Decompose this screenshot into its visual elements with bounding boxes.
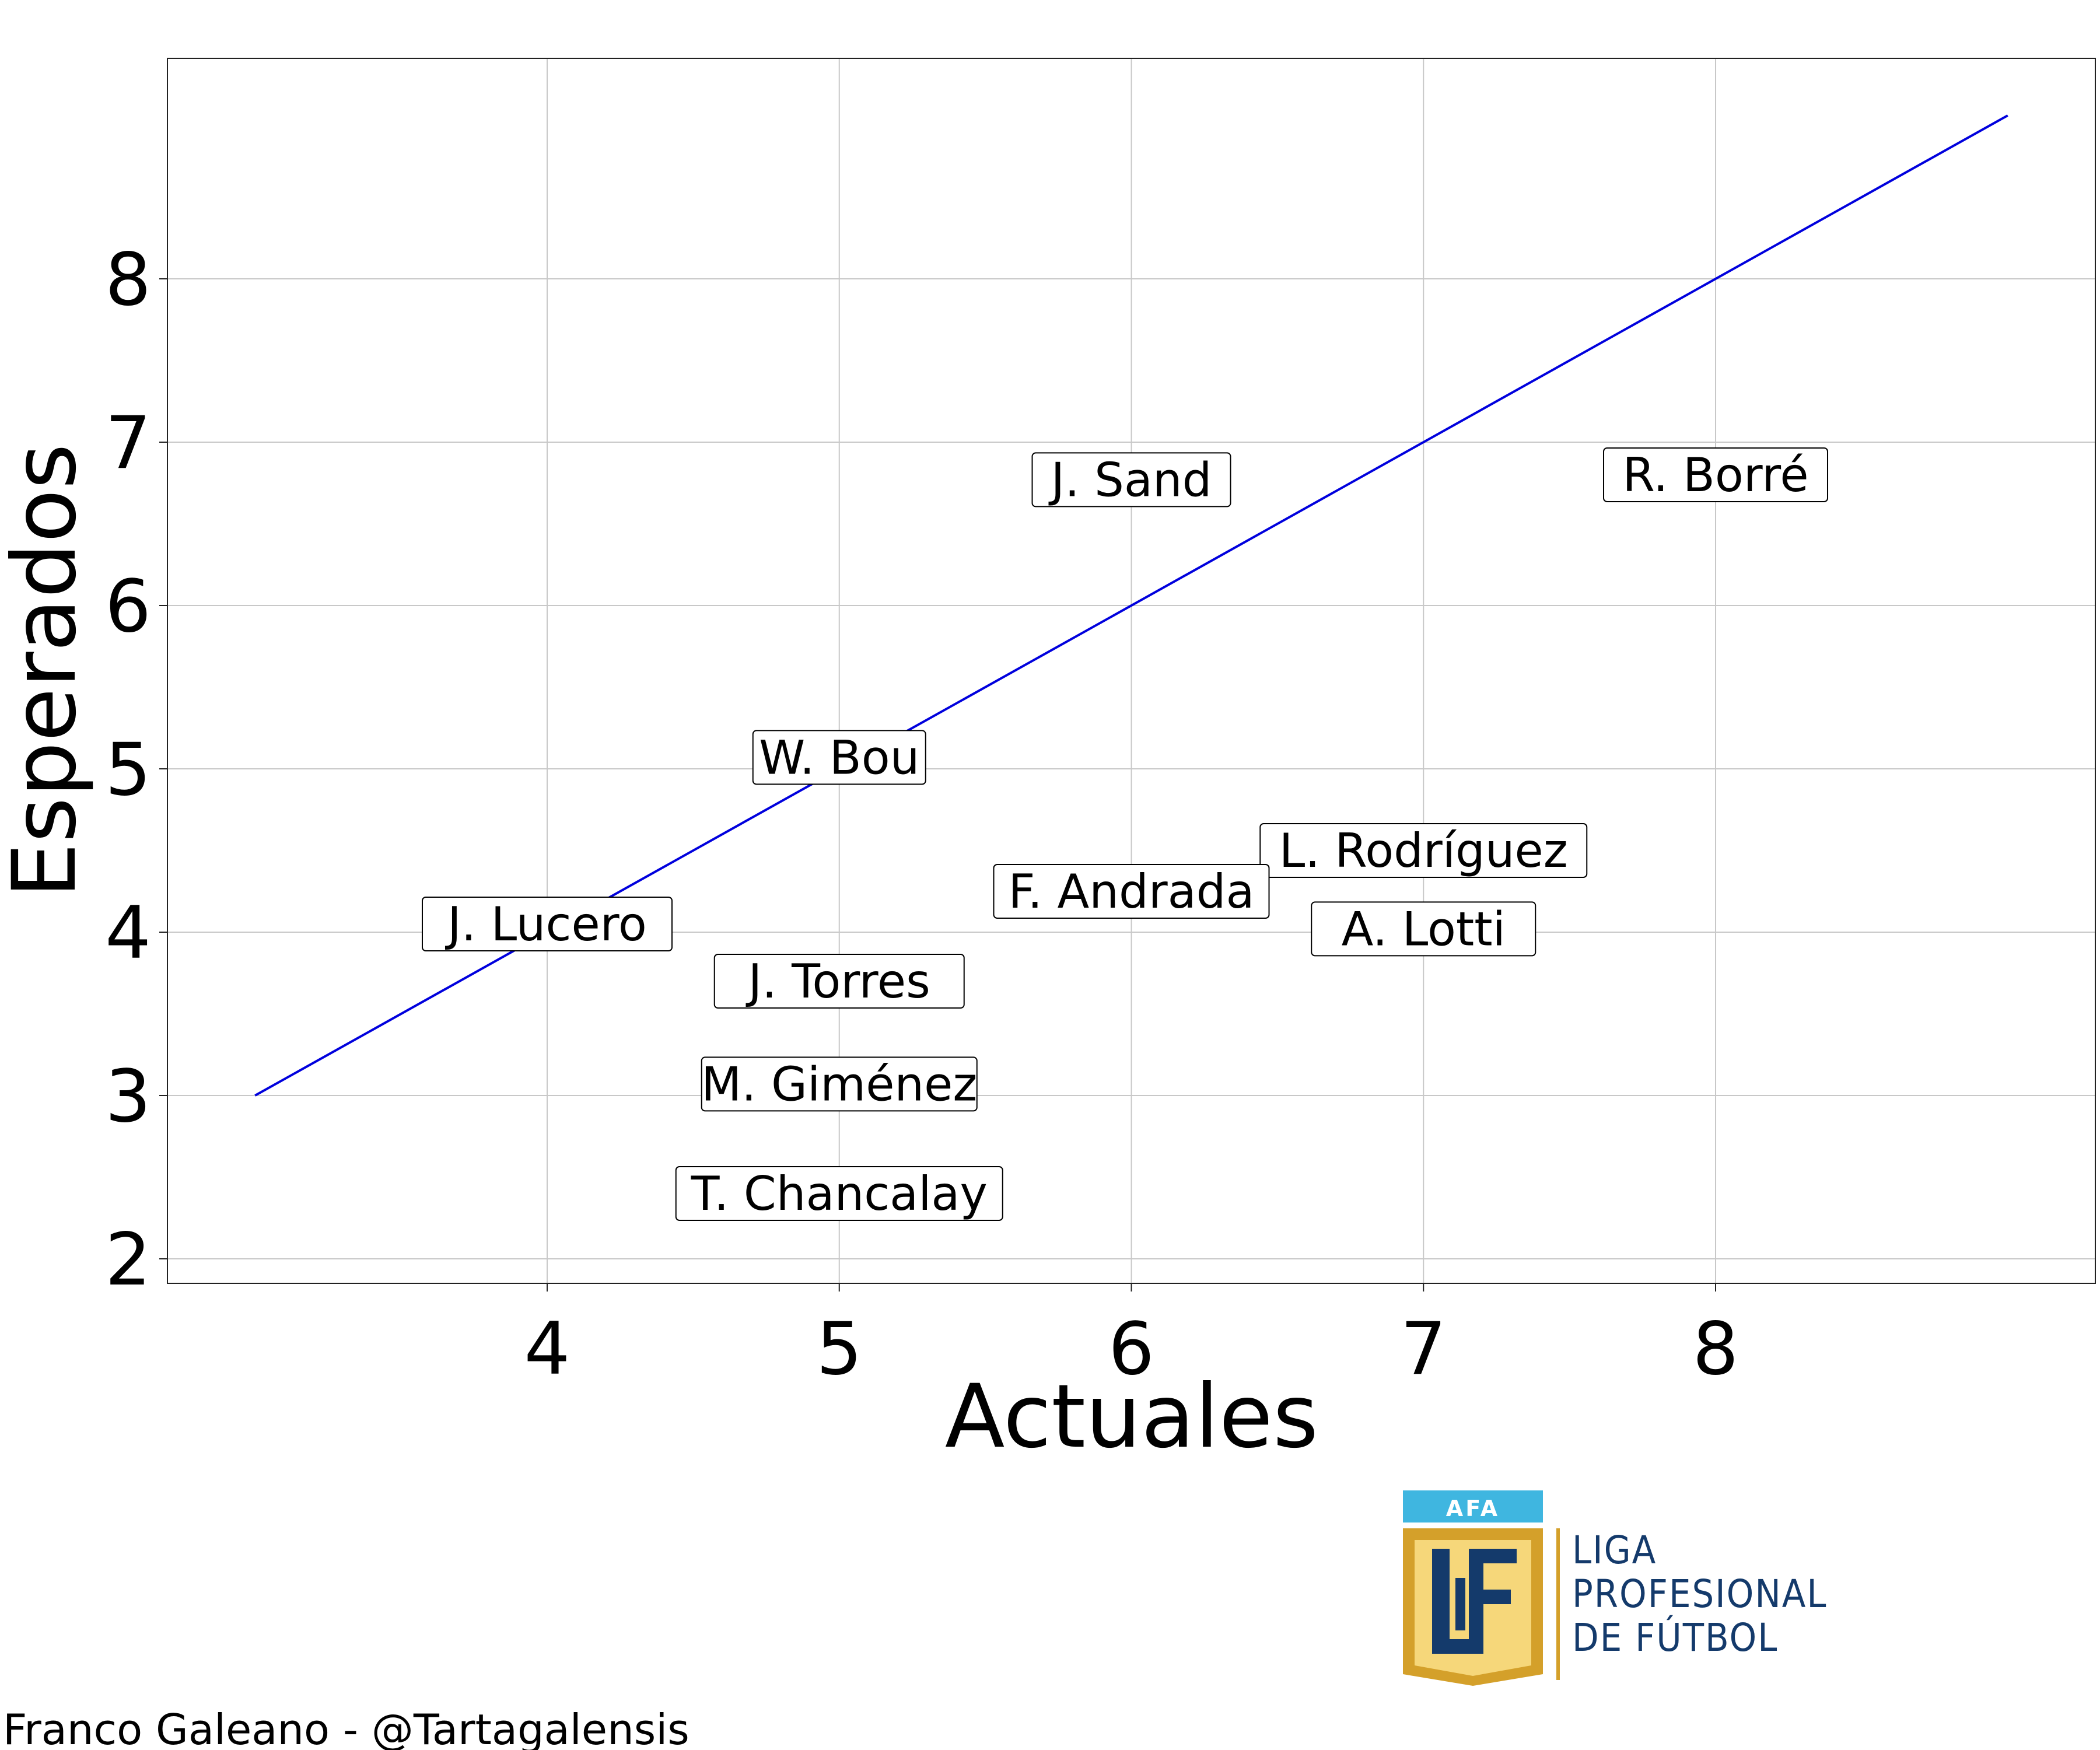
logo-afa-bar	[1403, 1490, 1543, 1522]
point-label-box	[1259, 823, 1588, 878]
credit-text: Franco Galeano - @Tartagalensis	[3, 1705, 690, 1750]
x-axis-title: Actuales	[945, 1366, 1318, 1468]
data-point: T. Chancalay	[675, 1166, 1003, 1221]
point-labels: J. Sand R. Borré W. Bou L. Rodríguez F. Andr…	[421, 447, 1829, 1221]
point-label: R. Borré	[1622, 448, 1808, 502]
logo-line-3: DE FÚTBOL	[1572, 1615, 1778, 1660]
x-tick-label: 5	[816, 1307, 862, 1391]
lpf-logo: AFA LIGA PROFESIONAL DE FÚTBOL	[1403, 1490, 1827, 1686]
data-point: J. Lucero	[421, 897, 673, 951]
data-point: M. Giménez	[701, 1056, 978, 1112]
point-label-box	[993, 864, 1270, 919]
point-label-box	[701, 1056, 978, 1112]
point-label-box	[1031, 452, 1231, 508]
point-label-box	[1603, 447, 1829, 502]
data-point: W. Bou	[752, 730, 926, 785]
y-tick-label: 2	[105, 1218, 151, 1302]
point-label: J. Torres	[746, 954, 930, 1009]
logo-line-1: LIGA	[1572, 1528, 1657, 1573]
point-label: F. Andrada	[1009, 864, 1255, 919]
x-tick-label: 8	[1693, 1307, 1739, 1391]
point-label: A. Lotti	[1342, 902, 1506, 956]
logo-afa-text: AFA	[1446, 1496, 1500, 1521]
point-label: T. Chancalay	[691, 1167, 988, 1221]
y-tick-label: 5	[105, 728, 151, 812]
y-tick-label: 4	[105, 891, 151, 975]
data-point: J. Sand	[1031, 452, 1231, 508]
logo-monogram-icon	[1432, 1549, 1517, 1654]
point-label: L. Rodríguez	[1279, 824, 1568, 878]
data-point: J. Torres	[713, 954, 965, 1009]
data-point: R. Borré	[1603, 447, 1829, 502]
logo-divider	[1556, 1528, 1560, 1680]
point-label-box	[1311, 901, 1536, 957]
y-axis-title: Esperados	[0, 443, 96, 898]
x-tick-label: 7	[1401, 1307, 1447, 1391]
point-label: W. Bou	[759, 730, 919, 785]
x-tick-label: 4	[524, 1307, 570, 1391]
y-tick-label: 8	[105, 238, 151, 322]
point-label-box	[713, 954, 965, 1009]
data-point: A. Lotti	[1311, 901, 1536, 957]
point-label-box	[421, 897, 673, 951]
data-point: F. Andrada	[993, 864, 1270, 919]
y-tick-labels: 2 3 4 5 6 7 8	[105, 238, 167, 1302]
point-label-box	[752, 730, 926, 785]
point-label-box	[675, 1166, 1003, 1221]
point-label: J. Lucero	[444, 897, 647, 951]
x-tick-label: 6	[1108, 1307, 1154, 1391]
logo-line-2: PROFESIONAL	[1572, 1572, 1827, 1616]
y-tick-label: 7	[105, 401, 151, 485]
point-label: J. Sand	[1048, 453, 1212, 507]
x-tick-labels: 4 5 6 7 8	[524, 1283, 1739, 1391]
y-tick-label: 6	[105, 565, 151, 649]
point-label: M. Giménez	[701, 1057, 977, 1111]
y-tick-label: 3	[105, 1055, 151, 1139]
data-point: L. Rodríguez	[1259, 823, 1588, 878]
